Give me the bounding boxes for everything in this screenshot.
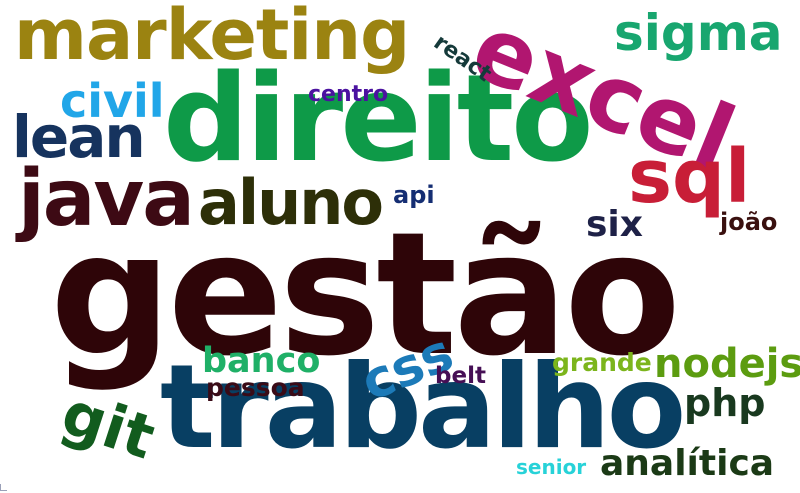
word-centro: centro — [308, 82, 389, 107]
word-pessoa: pessoa — [206, 373, 305, 402]
word-civil: civil — [60, 74, 165, 128]
word-lean: lean — [12, 103, 146, 171]
word-trabalho: trabalho — [160, 340, 686, 475]
word-grande: grande — [552, 348, 652, 377]
word-banco: banco — [202, 341, 321, 381]
word-nodejs: nodejs — [654, 341, 800, 387]
word-analitica: analítica — [600, 443, 775, 484]
word-sql: sql — [628, 134, 751, 220]
word-senior: senior — [516, 455, 587, 479]
word-marketing: marketing — [14, 0, 410, 76]
word-belt: belt — [435, 363, 486, 389]
corner-mark — [0, 484, 7, 491]
word-sigma: sigma — [614, 4, 783, 62]
word-java: java — [18, 154, 195, 244]
word-aluno: aluno — [198, 166, 384, 239]
word-gestao: gestão — [50, 196, 681, 394]
word-api: api — [393, 181, 435, 209]
word-joao: joão — [720, 208, 778, 236]
word-git: git — [53, 378, 163, 474]
word-six: six — [586, 204, 643, 245]
word-php: php — [684, 381, 766, 425]
word-direito: direito — [163, 50, 594, 189]
